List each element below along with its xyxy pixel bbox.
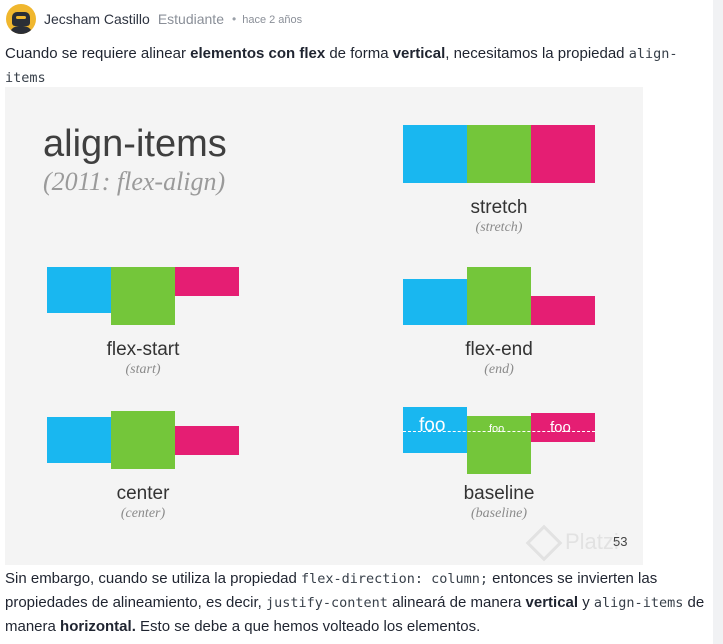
text-segment: de manera: [5, 594, 705, 635]
avatar[interactable]: [6, 4, 36, 34]
baseline-dashed-line: [403, 431, 595, 432]
author-name[interactable]: Jecsham Castillo: [44, 11, 150, 27]
flex-end-green-box: [467, 267, 531, 325]
stretch-sublabel: (stretch): [475, 220, 523, 235]
comment-paragraph-2: Sin embargo, cuando se utiliza la propie…: [5, 567, 710, 638]
text-segment: alineará de manera: [387, 594, 526, 611]
separator-dot: •: [232, 12, 237, 26]
stretch-blue-box: [403, 125, 467, 183]
flex-end-pink-box: [531, 296, 595, 325]
avatar-body-shape: [9, 26, 33, 34]
text-segment: entonces se invierten las propiedades de…: [5, 570, 658, 611]
slide-number: 53: [613, 534, 628, 549]
text-segment: Esto se debe a que hemos volteado los el…: [135, 618, 481, 635]
text-segment: de forma: [325, 45, 393, 62]
avatar-eyes-shape: [16, 16, 26, 19]
baseline-pink-box: [531, 413, 595, 442]
bold-segment: vertical: [525, 594, 579, 611]
watermark-text: Platzi: [565, 529, 619, 554]
author-role: Estudiante: [157, 11, 224, 27]
slide-title: align-items: [43, 123, 227, 165]
flex-end-sublabel: (end): [484, 362, 514, 377]
code-segment: justify-content: [266, 595, 388, 611]
flex-start-label: flex-start: [106, 339, 180, 360]
center-label: center: [116, 483, 170, 504]
text-segment: y: [578, 594, 594, 611]
text-segment: Sin embargo, cuando se utiliza la propie…: [5, 570, 302, 587]
baseline-blue-box: [403, 407, 467, 453]
center-green-box: [111, 411, 175, 469]
stretch-label: stretch: [470, 197, 528, 218]
center-pink-box: [175, 426, 239, 455]
avatar-ninja-icon: [12, 12, 30, 26]
code-segment: align-items: [5, 46, 678, 86]
code-segment: flex-direction: column;: [301, 571, 488, 587]
baseline-foo-large: foo: [419, 415, 446, 436]
code-segment: align-items: [593, 595, 684, 611]
baseline-foo-small: foo: [489, 423, 505, 435]
platzi-watermark: Platzi: [525, 524, 619, 562]
text-segment: , necesitamos la propiedad: [445, 45, 629, 62]
platzi-logo-icon: [525, 524, 563, 562]
stretch-green-box: [467, 125, 531, 183]
text-segment: Cuando se requiere alinear: [5, 45, 191, 62]
comment-timestamp: hace 2 años: [242, 14, 303, 26]
center-sublabel: (center): [120, 506, 166, 521]
flex-start-blue-box: [47, 267, 111, 313]
scrollbar-track[interactable]: [713, 0, 723, 644]
stretch-pink-box: [531, 125, 595, 183]
slide-subtitle: (2011: flex-align): [43, 167, 226, 196]
bold-segment: elementos con flex: [190, 45, 326, 62]
baseline-label: baseline: [463, 483, 535, 504]
bold-segment: vertical: [392, 45, 446, 62]
flex-end-blue-box: [403, 279, 467, 325]
comment-header: Jecsham Castillo Estudiante • hace 2 año…: [6, 4, 302, 34]
flex-start-sublabel: (start): [125, 362, 161, 377]
comment-paragraph-1: Cuando se requiere alinear elementos con…: [5, 42, 710, 90]
baseline-sublabel: (baseline): [471, 506, 527, 521]
center-blue-box: [47, 417, 111, 463]
flex-end-label: flex-end: [465, 339, 533, 360]
bold-segment: horizontal.: [60, 618, 136, 635]
baseline-green-box: [467, 416, 531, 474]
flex-start-green-box: [111, 267, 175, 325]
slide-image[interactable]: align-items (2011: flex-align) stretch (…: [5, 87, 643, 565]
flex-start-pink-box: [175, 267, 239, 296]
baseline-foo-medium: foo: [550, 419, 571, 436]
